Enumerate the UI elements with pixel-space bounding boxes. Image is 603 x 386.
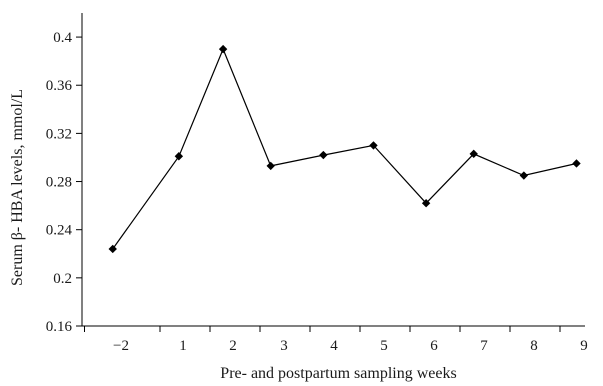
y-tick-label: 0.2 <box>53 271 72 287</box>
data-point-marker <box>519 171 529 180</box>
x-tick-label: 4 <box>330 338 338 354</box>
x-ticks: −2 1 2 3 4 5 6 7 8 9 <box>84 326 588 354</box>
data-point-marker <box>369 141 378 150</box>
x-tick-label: 1 <box>179 338 187 354</box>
x-tick-label: −2 <box>113 338 129 354</box>
series-layer <box>108 44 581 254</box>
data-point-marker <box>319 150 328 160</box>
data-point-marker <box>469 149 478 159</box>
x-tick-label: 6 <box>430 338 438 354</box>
x-tick-label: 2 <box>229 338 237 354</box>
y-ticks: 0.16 0.2 0.24 0.28 0.32 0.36 0.4 <box>46 30 82 335</box>
data-point-marker <box>174 152 184 161</box>
data-point-marker <box>572 159 581 168</box>
x-tick-label: 8 <box>530 338 538 354</box>
y-tick-label: 0.36 <box>46 78 73 94</box>
y-axis-title: Serum β- HBA levels, mmol/L <box>9 89 26 286</box>
y-tick-label: 0.16 <box>46 319 73 335</box>
x-tick-label: 5 <box>380 338 388 354</box>
data-point-marker <box>218 44 228 54</box>
data-point-marker <box>421 199 431 208</box>
x-tick-label: 7 <box>480 338 488 354</box>
y-tick-label: 0.32 <box>46 126 72 142</box>
y-tick-label: 0.4 <box>53 30 72 46</box>
series-line <box>112 47 577 250</box>
data-point-marker <box>266 161 275 171</box>
x-axis-title: Pre- and postpartum sampling weeks <box>220 365 456 382</box>
x-tick-label: 3 <box>280 338 288 354</box>
x-tick-label: 9 <box>580 338 588 354</box>
y-tick-label: 0.28 <box>46 175 72 191</box>
y-tick-label: 0.24 <box>46 223 73 239</box>
data-point-marker <box>108 244 117 254</box>
